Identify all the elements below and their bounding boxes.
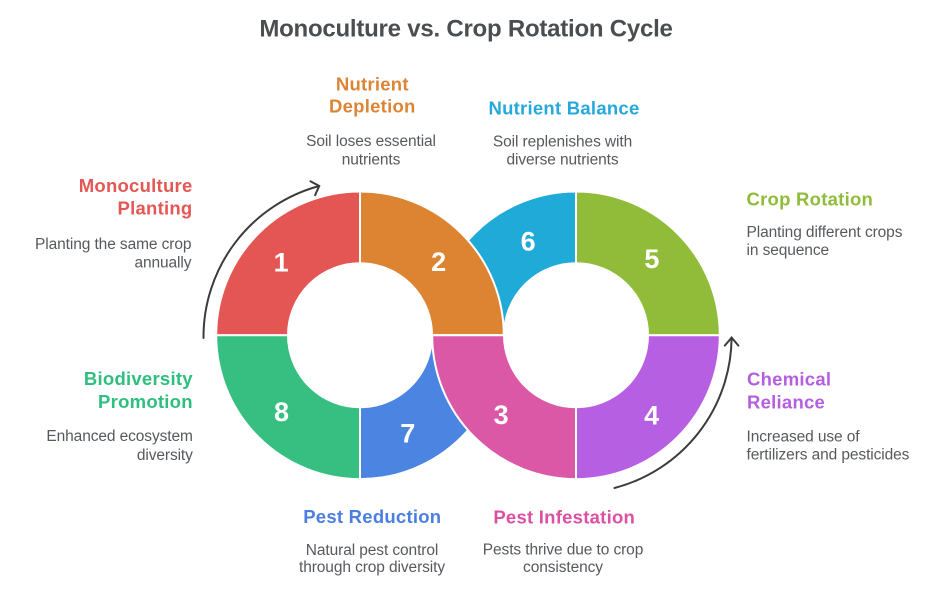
svg-text:Crop Rotation: Crop Rotation — [747, 188, 874, 209]
svg-text:nutrients: nutrients — [342, 152, 401, 169]
svg-text:diverse nutrients: diverse nutrients — [506, 152, 618, 169]
svg-text:diversity: diversity — [137, 447, 193, 464]
svg-text:Planting different crops: Planting different crops — [747, 224, 903, 241]
svg-text:through crop diversity: through crop diversity — [299, 559, 445, 576]
svg-text:in sequence: in sequence — [747, 242, 830, 259]
svg-text:Pest Infestation: Pest Infestation — [493, 506, 635, 527]
svg-text:Chemical: Chemical — [747, 368, 831, 389]
svg-text:7: 7 — [400, 418, 415, 448]
svg-text:Pests thrive due to crop: Pests thrive due to crop — [483, 542, 643, 559]
svg-text:fertilizers and pesticides: fertilizers and pesticides — [747, 446, 910, 463]
svg-text:Nutrient: Nutrient — [336, 73, 409, 94]
svg-text:1: 1 — [274, 248, 289, 278]
svg-text:Reliance: Reliance — [747, 392, 825, 413]
svg-text:2: 2 — [431, 247, 446, 277]
svg-text:Monoculture: Monoculture — [79, 175, 193, 196]
svg-text:Increased use of: Increased use of — [747, 429, 861, 446]
svg-text:6: 6 — [521, 227, 536, 257]
svg-text:Soil loses essential: Soil loses essential — [306, 133, 436, 150]
svg-text:Promotion: Promotion — [98, 391, 193, 412]
svg-text:Natural pest control: Natural pest control — [306, 542, 438, 559]
svg-text:3: 3 — [494, 400, 509, 430]
svg-text:Planting: Planting — [118, 198, 193, 219]
svg-text:4: 4 — [644, 400, 659, 430]
svg-text:Monoculture vs. Crop Rotation: Monoculture vs. Crop Rotation Cycle — [259, 16, 672, 43]
svg-text:Soil replenishes with: Soil replenishes with — [493, 133, 632, 150]
svg-text:consistency: consistency — [523, 559, 603, 576]
svg-text:annually: annually — [134, 254, 191, 271]
svg-text:Nutrient Balance: Nutrient Balance — [488, 98, 639, 119]
svg-text:Depletion: Depletion — [329, 96, 416, 117]
svg-text:Pest Reduction: Pest Reduction — [303, 506, 441, 527]
svg-text:5: 5 — [644, 244, 659, 274]
svg-text:Enhanced ecosystem: Enhanced ecosystem — [46, 428, 192, 445]
svg-text:Planting the same crop: Planting the same crop — [35, 236, 191, 253]
svg-text:8: 8 — [274, 397, 289, 427]
svg-text:Biodiversity: Biodiversity — [84, 368, 193, 389]
